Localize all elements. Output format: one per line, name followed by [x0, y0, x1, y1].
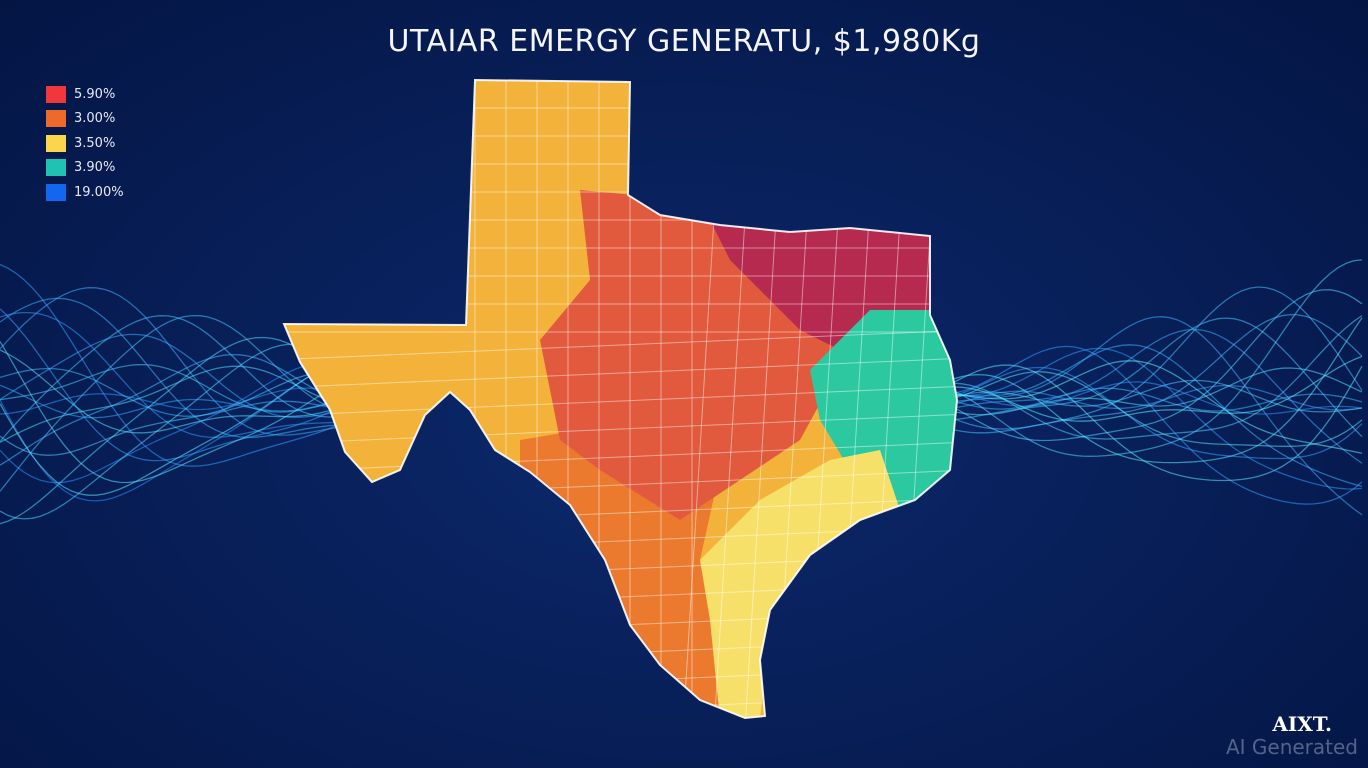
legend-swatch — [46, 85, 66, 103]
logo: AIXT. — [1272, 712, 1332, 736]
legend-item: 3.90% — [46, 156, 124, 181]
county-line — [284, 609, 957, 641]
wave-line — [929, 316, 1363, 516]
watermark: AI Generated — [1225, 735, 1358, 759]
wave-line — [929, 367, 1363, 416]
texas-outline — [282, 78, 959, 720]
legend-label: 3.00% — [74, 111, 116, 127]
legend-label: 5.90% — [74, 86, 116, 102]
region-coast — [700, 450, 900, 718]
legend-swatch — [46, 134, 66, 152]
wave-line — [929, 347, 1363, 490]
wave-line — [929, 289, 1363, 442]
wave-line — [929, 360, 1363, 454]
legend-swatch — [46, 159, 66, 177]
legend-item: 5.90% — [46, 82, 124, 107]
county-line — [284, 413, 957, 445]
legend-label: 3.90% — [74, 160, 116, 176]
county-line — [284, 637, 957, 669]
county-line — [284, 441, 957, 473]
county-line — [284, 665, 957, 697]
legend-item: 3.00% — [46, 107, 124, 132]
county-line — [284, 385, 957, 417]
legend-item: 19.00% — [46, 180, 124, 205]
texas-map — [284, 80, 957, 718]
wave-line — [929, 364, 1363, 482]
wave-line — [929, 317, 1363, 464]
wave-line — [929, 313, 1363, 430]
county-line — [284, 357, 957, 389]
legend-swatch — [46, 183, 66, 201]
wave-line — [929, 259, 1363, 457]
legend-item: 3.50% — [46, 131, 124, 156]
wave-line — [929, 317, 1363, 438]
legend-label: 3.50% — [74, 135, 116, 151]
county-line — [284, 693, 957, 718]
legend-label: 19.00% — [74, 184, 124, 200]
legend-swatch — [46, 110, 66, 128]
wave-line — [929, 345, 1363, 505]
legend: 5.90% 3.00% 3.50% 3.90% 19.00% — [46, 82, 124, 205]
wave-line — [929, 379, 1363, 413]
page-title: UTAIAR EMERGY GENERATU, $1,980Kɡ — [387, 24, 981, 59]
wave-line — [929, 381, 1363, 415]
wave-line — [929, 344, 1363, 488]
wave-line — [929, 286, 1363, 434]
wave-line — [929, 328, 1363, 464]
wave-line — [929, 387, 1363, 412]
county-line — [284, 329, 957, 361]
